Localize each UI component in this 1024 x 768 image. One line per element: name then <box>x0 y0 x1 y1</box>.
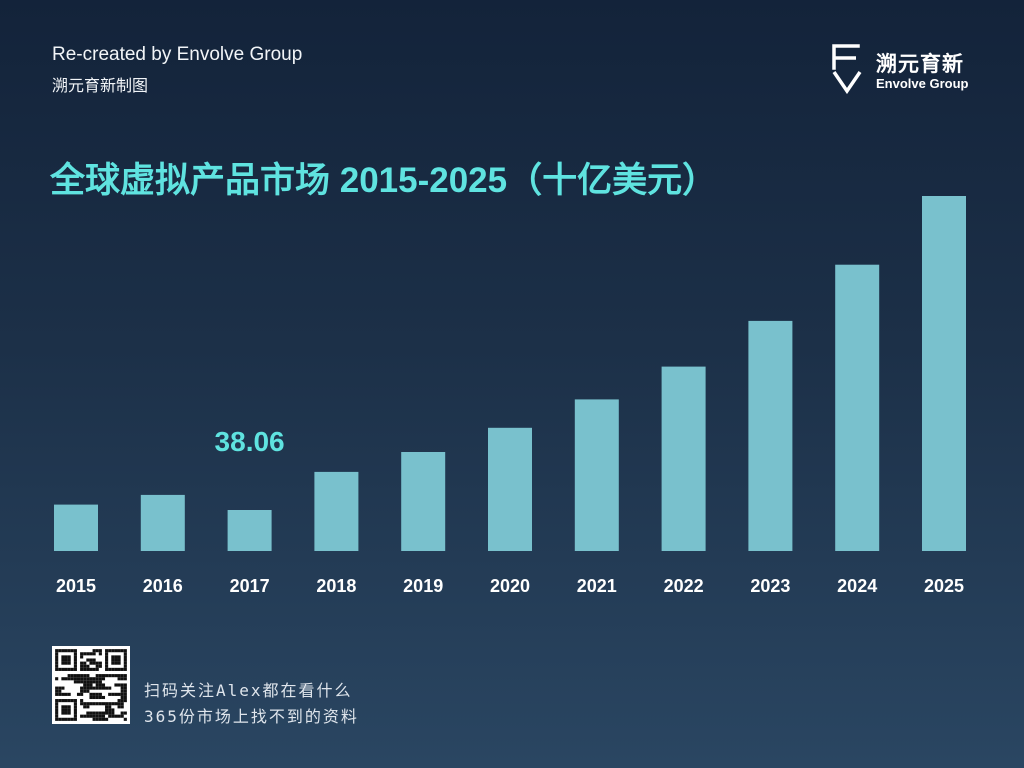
bar-2018 <box>314 471 359 551</box>
x-tick-label-2023: 2023 <box>750 576 790 596</box>
x-tick-label-2018: 2018 <box>316 576 356 596</box>
bar-2020 <box>488 427 532 551</box>
bar-2019 <box>401 452 446 551</box>
data-label-2017: 38.06 <box>215 426 285 457</box>
x-tick-label-2017: 2017 <box>230 576 270 596</box>
bar-2021 <box>574 399 619 551</box>
chart-title: 全球虚拟产品市场 2015-2025（十亿美元） <box>50 161 718 200</box>
bar-2016 <box>140 494 185 551</box>
footer-line-1: 扫码关注Alex都在看什么 <box>144 681 353 700</box>
bar-2024 <box>835 264 880 551</box>
bar-2015 <box>54 504 98 551</box>
x-tick-label-2022: 2022 <box>664 576 704 596</box>
x-tick-label-2019: 2019 <box>403 576 443 596</box>
credit-line-en: Re-created by Envolve Group <box>52 44 303 65</box>
logo-name-cn: 溯元育新 <box>876 53 964 76</box>
bar-2025 <box>922 196 966 551</box>
bar-2017 <box>227 510 272 551</box>
x-tick-label-2016: 2016 <box>143 576 183 596</box>
bar-2022 <box>661 366 706 551</box>
footer-line-2: 365份市场上找不到的资料 <box>144 707 359 726</box>
x-tick-label-2015: 2015 <box>56 576 96 596</box>
bar-2023 <box>748 320 793 551</box>
x-tick-label-2020: 2020 <box>490 576 530 596</box>
x-tick-label-2024: 2024 <box>837 576 877 596</box>
credit-line-cn: 溯元育新制图 <box>52 78 149 95</box>
x-tick-label-2025: 2025 <box>924 576 964 596</box>
x-tick-label-2021: 2021 <box>577 576 617 596</box>
qr-code-icon <box>52 646 130 724</box>
ev-logo-icon <box>832 44 862 94</box>
brand-logo: 溯元育新 Envolve Group <box>830 44 990 96</box>
logo-name-en: Envolve Group <box>876 76 969 91</box>
